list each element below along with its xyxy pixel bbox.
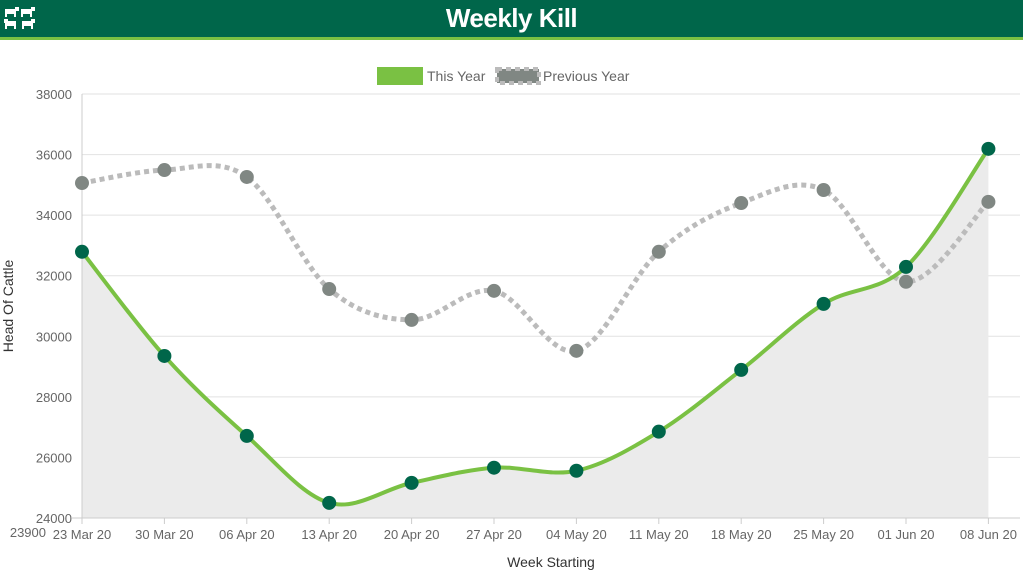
x-tick-label: 04 May 20: [546, 527, 607, 542]
cattle-icon: [4, 7, 35, 29]
previous-year-point: [734, 196, 749, 211]
x-tick-label: 23 Mar 20: [53, 527, 112, 542]
legend-label-previous-year: Previous Year: [543, 68, 630, 84]
x-tick-label: 30 Mar 20: [135, 527, 194, 542]
this-year-point: [569, 463, 584, 478]
y-axis-title: Head Of Cattle: [0, 259, 16, 352]
this-year-point: [75, 244, 89, 259]
this-year-point: [157, 348, 172, 363]
this-year-point: [734, 362, 749, 377]
previous-year-point: [75, 176, 89, 191]
previous-year-line: [81, 163, 991, 354]
previous-year-point: [569, 343, 584, 358]
previous-year-point: [899, 274, 913, 289]
previous-year-point: [981, 194, 996, 209]
this-year-point: [239, 428, 254, 443]
previous-year-point: [322, 282, 337, 297]
x-tick-label: 18 May 20: [711, 527, 772, 542]
x-axis-title: Week Starting: [507, 554, 595, 570]
chart-title: Weekly Kill: [445, 3, 578, 33]
y-tick-label: 36000: [36, 148, 72, 163]
x-tick-label: 27 Apr 20: [466, 527, 522, 542]
x-tick-label: 13 Apr 20: [301, 527, 357, 542]
this-year-point: [404, 475, 419, 490]
y-tick-label: 34000: [36, 208, 72, 223]
y-tick-label: 32000: [36, 269, 72, 284]
x-tick-label: 01 Jun 20: [877, 527, 934, 542]
previous-year-point: [404, 312, 419, 327]
y-tick-label: 26000: [36, 450, 72, 465]
x-tick-label: 20 Apr 20: [384, 527, 440, 542]
y-tick-label: 30000: [36, 329, 72, 344]
this-year-point: [816, 296, 831, 311]
x-tick-label: 11 May 20: [629, 527, 689, 542]
y-min-label: 23900: [10, 525, 46, 540]
previous-year-point: [157, 163, 172, 178]
this-year-point: [322, 495, 337, 510]
legend-swatch-previous-year: [495, 67, 541, 85]
x-tick-label: 08 Jun 20: [960, 527, 1017, 542]
previous-year-point: [651, 244, 666, 259]
this-year-line: [80, 147, 991, 507]
x-tick-label: 06 Apr 20: [219, 527, 275, 542]
previous-year-point: [239, 169, 254, 184]
this-year-point: [981, 141, 996, 156]
this-year-point: [651, 424, 666, 439]
previous-year-point: [487, 283, 501, 298]
y-tick-label: 24000: [36, 511, 72, 526]
y-tick-label: 38000: [36, 87, 72, 102]
header-bar: Weekly Kill: [0, 0, 1023, 40]
previous-year-point: [816, 183, 831, 198]
legend-label-this-year: This Year: [427, 68, 486, 84]
this-year-area: [82, 148, 989, 518]
y-tick-label: 28000: [36, 390, 72, 405]
this-year-point: [899, 259, 913, 274]
legend-swatch-this-year: [377, 67, 423, 85]
x-tick-label: 25 May 20: [793, 527, 854, 542]
this-year-point: [487, 460, 501, 475]
